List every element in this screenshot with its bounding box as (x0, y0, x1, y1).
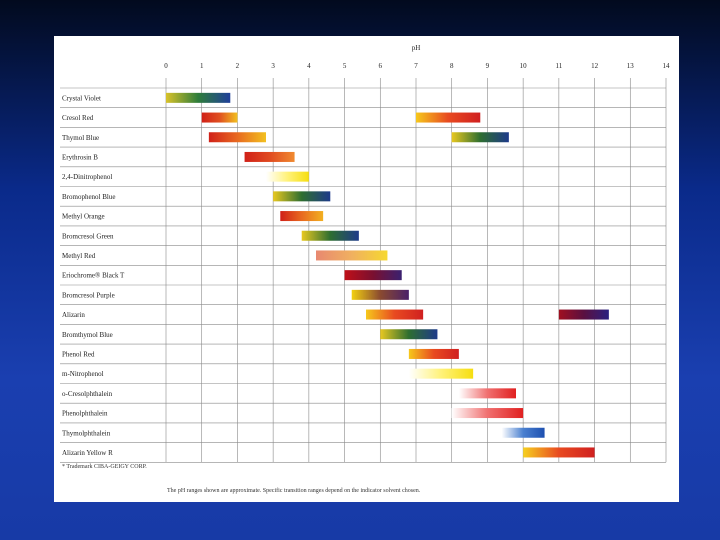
indicator-label: Alizarin Yellow R (62, 449, 113, 457)
indicator-label: Thymolphthalein (62, 429, 111, 437)
indicator-label: Cresol Red (62, 114, 94, 122)
indicator-range-bar (408, 348, 459, 359)
indicator-range-bar (266, 171, 309, 182)
indicator-label: Bromcresol Purple (62, 291, 115, 299)
indicator-range-bar (501, 427, 545, 438)
indicator-range-bar (244, 151, 295, 162)
indicator-range-bar (201, 112, 238, 123)
indicator-range-bar (280, 211, 324, 222)
indicator-label: m-Nitrophenol (62, 370, 104, 378)
indicator-label: Bromthymol Blue (62, 331, 113, 339)
footnote-note: The pH ranges shown are approximate. Spe… (167, 488, 421, 494)
x-axis-title: pH (412, 44, 421, 52)
indicator-label: Bromcresol Green (62, 232, 114, 240)
x-tick-label: 6 (379, 62, 383, 70)
x-tick-labels: 0 1 2 3 4 5 6 7 8 9 10 11 12 13 14 (164, 62, 670, 70)
footnote-trademark: * Trademark CIBA-GEIGY CORP. (62, 464, 147, 470)
x-tick-label: 14 (663, 62, 671, 70)
x-tick-label: 12 (591, 62, 599, 70)
indicator-label: Phenolphthalein (62, 410, 108, 418)
indicator-range-bar (408, 368, 474, 379)
x-tick-label: 13 (627, 62, 635, 70)
indicator-range-bar (344, 270, 402, 281)
indicator-label: Bromophenol Blue (62, 193, 115, 201)
indicator-label: 2,4-Dinitrophenol (62, 173, 112, 181)
chart-svg: pH 0 1 2 3 4 5 6 7 8 9 10 11 12 13 14 Crystal VioletCr… (60, 44, 670, 463)
x-tick-label: 8 (450, 62, 454, 70)
indicator-range-bar (416, 112, 481, 123)
indicator-range-bar (558, 309, 609, 320)
indicator-label: Methyl Red (62, 252, 96, 260)
x-tick-label: 7 (414, 62, 418, 70)
indicator-label: Eriochrome® Black T (62, 272, 125, 280)
indicator-label: Phenol Red (62, 350, 95, 358)
x-tick-label: 3 (271, 62, 275, 70)
indicator-range-bar (366, 309, 424, 320)
x-tick-label: 11 (555, 62, 562, 70)
indicator-range-bar (451, 408, 524, 419)
indicator-label: Crystal Violet (62, 94, 101, 102)
x-tick-label: 0 (164, 62, 168, 70)
indicator-range-bar (351, 289, 409, 300)
x-tick-label: 10 (520, 62, 528, 70)
indicator-label: Alizarin (62, 311, 85, 319)
indicator-label: o-Cresolphthalein (62, 390, 113, 398)
row-labels: Crystal Violet Cresol Red Thymol Blue Eryth… (62, 94, 125, 457)
indicator-label: Methyl Orange (62, 213, 105, 221)
indicator-range-bar (458, 388, 516, 399)
grid (60, 78, 667, 463)
indicator-range-bar (380, 329, 438, 340)
indicator-range-bar (316, 250, 388, 261)
indicator-range-bar (301, 230, 359, 241)
indicator-range-bar (166, 92, 231, 103)
x-tick-label: 5 (343, 62, 347, 70)
indicator-label: Erythrosin B (62, 153, 98, 161)
x-tick-label: 9 (486, 62, 490, 70)
indicator-range-bar (523, 447, 595, 458)
indicator-label: Thymol Blue (62, 134, 99, 142)
x-tick-label: 4 (307, 62, 311, 70)
indicator-range-bar (273, 191, 331, 202)
x-tick-label: 1 (200, 62, 204, 70)
indicator-range-bar (451, 132, 509, 143)
chart-panel: pH 0 1 2 3 4 5 6 7 8 9 10 11 12 13 14 Crystal Violet Cr… (54, 36, 679, 502)
range-bars (166, 92, 609, 458)
indicator-range-bar (208, 132, 266, 143)
x-tick-label: 2 (236, 62, 240, 70)
